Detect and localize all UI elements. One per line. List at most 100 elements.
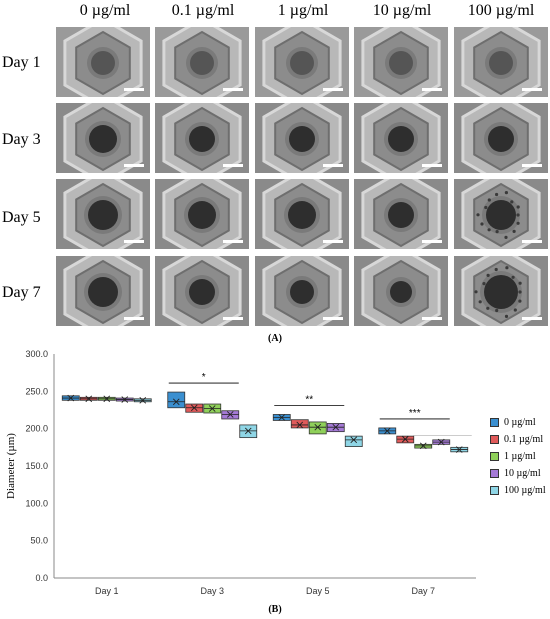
column-header-4: 100 µg/ml: [467, 2, 535, 19]
column-header-3: 10 µg/ml: [372, 2, 432, 19]
y-tick-label: 250.0: [25, 386, 48, 396]
scale-bar: [223, 88, 243, 91]
chart-legend: 0 µg/ml 0.1 µg/ml 1 µg/ml 10 µg/ml 100 µg/ml: [490, 414, 546, 499]
box-mean-marker: [350, 436, 358, 444]
box-mean-marker: [401, 435, 409, 443]
microscopy-image: [155, 179, 249, 249]
microscopy-image: [255, 27, 349, 97]
panel-b-label: (B): [268, 604, 282, 615]
legend-label: 0.1 µg/ml: [504, 434, 544, 445]
box-mean-marker: [278, 414, 286, 421]
microscopy-image: [56, 103, 150, 173]
scale-bar: [422, 164, 442, 167]
scale-bar: [124, 240, 144, 243]
microscopy-image: [354, 256, 448, 326]
x-tick-label: Day 1: [95, 586, 119, 596]
scale-bar: [522, 88, 542, 91]
x-tick-label: Day 5: [306, 586, 330, 596]
microscopy-image: [454, 256, 548, 326]
scale-bar: [422, 240, 442, 243]
box: [308, 421, 327, 435]
legend-swatch: [490, 418, 499, 427]
y-tick-label: 150.0: [25, 461, 48, 471]
diameter-chart-panel: 0.0 50.0 100.0 150.0 200.0 250.0 300.0 Diameter…: [0, 346, 550, 619]
scale-bar: [223, 164, 243, 167]
legend-swatch: [490, 486, 499, 495]
scale-bar: [323, 164, 343, 167]
scale-bar: [522, 240, 542, 243]
box-mean-marker: [208, 405, 216, 412]
scale-bar: [323, 317, 343, 320]
box-mean-marker: [419, 442, 427, 450]
box-mean-marker: [67, 394, 75, 402]
microscopy-image: [56, 256, 150, 326]
scale-bar: [223, 240, 243, 243]
box-mean-marker: [332, 423, 340, 431]
box-mean-marker: [244, 427, 252, 435]
microscopy-image: [354, 27, 448, 97]
scale-bar: [124, 317, 144, 320]
y-tick-label: 300.0: [25, 349, 48, 359]
significance-label: ***: [409, 408, 421, 419]
box: [167, 391, 186, 409]
diameter-box-chart: 0.0 50.0 100.0 150.0 200.0 250.0 300.0 Diameter…: [5, 349, 476, 596]
box-mean-marker: [85, 395, 93, 403]
column-header-0: 0 µg/ml: [79, 2, 131, 19]
microscopy-image: [255, 179, 349, 249]
legend-item: 10 µg/ml: [490, 465, 546, 482]
scale-bar: [124, 88, 144, 91]
box-mean-marker: [172, 398, 180, 406]
microscopy-image: [354, 179, 448, 249]
box-mean-marker: [437, 438, 445, 446]
box-mean-marker: [296, 421, 304, 429]
y-tick-label: 50.0: [30, 536, 48, 546]
scale-bar: [323, 240, 343, 243]
microscopy-image: [454, 179, 548, 249]
row-label-2: Day 5: [2, 209, 41, 226]
scale-bar: [422, 317, 442, 320]
significance-label: **: [305, 394, 313, 405]
microscopy-image: [255, 103, 349, 173]
box-mean-marker: [139, 396, 147, 404]
box: [290, 419, 309, 429]
column-header-2: 1 µg/ml: [277, 2, 329, 19]
box-mean-marker: [314, 423, 322, 431]
box-mean-marker: [103, 395, 111, 403]
row-label-1: Day 3: [2, 131, 41, 148]
x-tick-label: Day 3: [200, 586, 224, 596]
legend-swatch: [490, 435, 499, 444]
y-tick-label: 0.0: [35, 573, 48, 583]
row-label-0: Day 1: [2, 54, 41, 71]
legend-label: 100 µg/ml: [504, 485, 546, 496]
legend-item: 0.1 µg/ml: [490, 431, 546, 448]
box-mean-marker: [455, 446, 463, 453]
legend-swatch: [490, 469, 499, 478]
microscopy-image: [354, 103, 448, 173]
scale-bar: [522, 317, 542, 320]
legend-label: 10 µg/ml: [504, 468, 541, 479]
scale-bar: [223, 317, 243, 320]
microscopy-image: [155, 103, 249, 173]
microscopy-image: [56, 179, 150, 249]
box-mean-marker: [121, 396, 129, 403]
scale-bar: [323, 88, 343, 91]
legend-label: 1 µg/ml: [504, 451, 536, 462]
column-header-1: 0.1 µg/ml: [171, 2, 235, 19]
microscopy-image: [155, 27, 249, 97]
x-tick-label: Day 7: [411, 586, 435, 596]
row-label-3: Day 7: [2, 284, 41, 301]
microscopy-image: [155, 256, 249, 326]
box-mean-marker: [383, 427, 391, 435]
legend-item: 100 µg/ml: [490, 482, 546, 499]
box-mean-marker: [226, 411, 234, 418]
y-tick-label: 100.0: [25, 498, 48, 508]
microscopy-image: [454, 103, 548, 173]
scale-bar: [522, 164, 542, 167]
significance-label: *: [202, 372, 206, 383]
legend-swatch: [490, 452, 499, 461]
box-mean-marker: [190, 404, 198, 412]
microscopy-panel: 0 µg/ml 0.1 µg/ml 1 µg/ml 10 µg/ml 100 µ…: [2, 2, 548, 344]
scale-bar: [422, 88, 442, 91]
y-tick-label: 200.0: [25, 424, 48, 434]
legend-label: 0 µg/ml: [504, 417, 536, 428]
